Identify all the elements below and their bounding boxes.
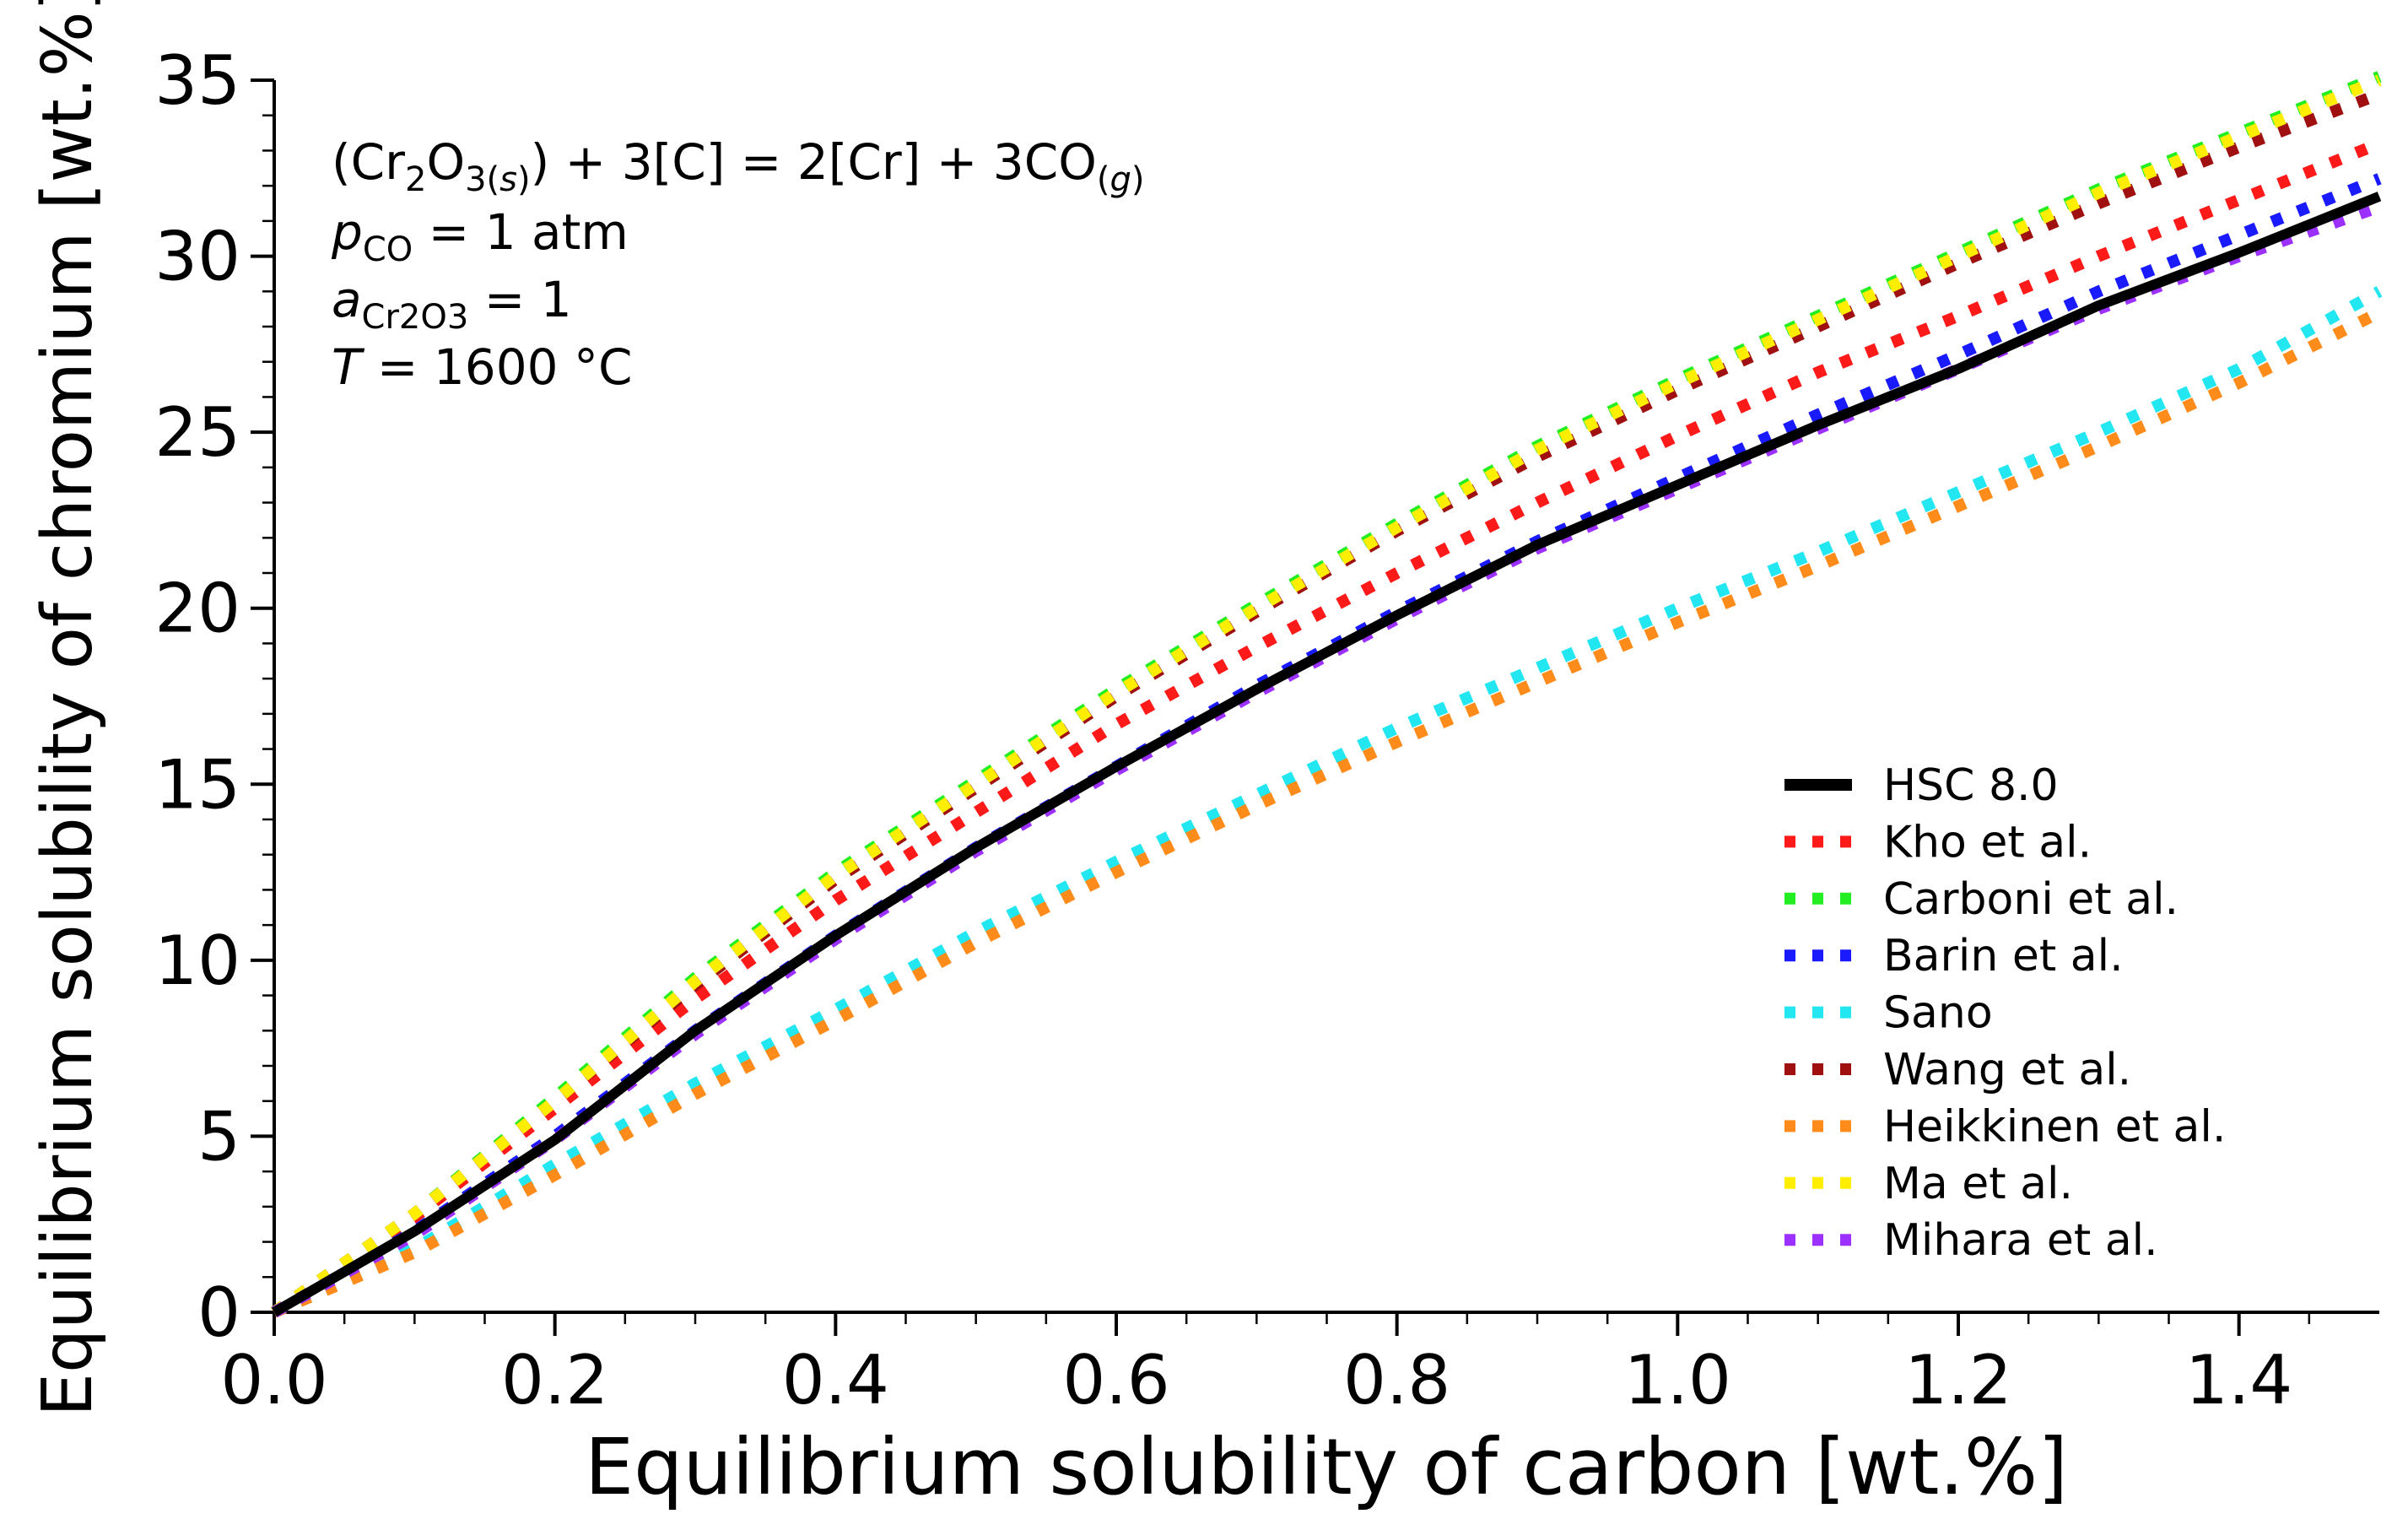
y-axis-label: Equilibrium solubility of chromium [wt.%… <box>28 0 108 1417</box>
series-line-ma-et-al <box>270 74 2382 1317</box>
y-tick-label: 0 <box>197 1273 240 1352</box>
y-tick-label: 25 <box>154 393 240 472</box>
legend-label: Ma et al. <box>1883 1159 2073 1209</box>
x-tick-label: 1.0 <box>1624 1341 1731 1419</box>
legend-label: Mihara et al. <box>1883 1215 2158 1266</box>
x-tick-label: 0.0 <box>220 1341 327 1419</box>
x-tick-label: 0.4 <box>782 1341 889 1419</box>
legend-label: Barin et al. <box>1883 931 2124 981</box>
x-tick-label: 0.2 <box>501 1341 608 1419</box>
annotation-reaction: (Cr2O3(s)) + 3[C] = 2[Cr] + 3CO(g) <box>332 133 1144 199</box>
y-tick-label: 35 <box>154 41 240 120</box>
series-line-kho-et-al <box>271 138 2382 1317</box>
x-tick-label: 1.2 <box>1904 1341 2011 1419</box>
y-tick-label: 30 <box>154 218 240 296</box>
legend-label: HSC 8.0 <box>1883 760 2059 811</box>
tick-labels: 0 5 10 15 20 25 30 35 0.0 0.2 0.4 0.6 0.8 1.0 1.2 1.4 <box>154 41 2292 1419</box>
series-line-sano <box>272 286 2383 1318</box>
x-tick-label: 1.4 <box>2185 1341 2292 1419</box>
annotation-pressure: pCO = 1 atm <box>331 203 629 269</box>
legend-label: Wang et al. <box>1883 1045 2131 1095</box>
legend-label: Carboni et al. <box>1883 874 2179 925</box>
annotations: (Cr2O3(s)) + 3[C] = 2[Cr] + 3CO(g) pCO =… <box>331 133 1144 396</box>
ticks <box>251 78 2311 1336</box>
annotation-activity: aCr2O3 = 1 <box>332 271 572 337</box>
y-tick-label: 10 <box>154 922 240 1000</box>
x-axis-label: Equilibrium solubility of carbon [wt.%] <box>585 1422 2068 1512</box>
legend: HSC 8.0 Kho et al. Carboni et al. Barin et … <box>1784 760 2226 1266</box>
legend-label: Kho et al. <box>1883 817 2092 868</box>
series-group <box>270 71 2383 1318</box>
y-tick-label: 15 <box>154 745 240 824</box>
annotation-temperature: T = 1600 °C <box>332 338 632 396</box>
x-tick-label: 0.6 <box>1062 1341 1169 1419</box>
legend-label: Sano <box>1883 988 1993 1039</box>
series-line-hsc-8-0 <box>272 192 2382 1317</box>
y-tick-label: 5 <box>197 1097 240 1176</box>
y-tick-label: 20 <box>154 570 240 648</box>
series-line-heikkinen-et-al <box>272 307 2383 1318</box>
x-tick-label: 0.8 <box>1343 1341 1450 1419</box>
legend-label: Heikkinen et al. <box>1883 1101 2226 1152</box>
